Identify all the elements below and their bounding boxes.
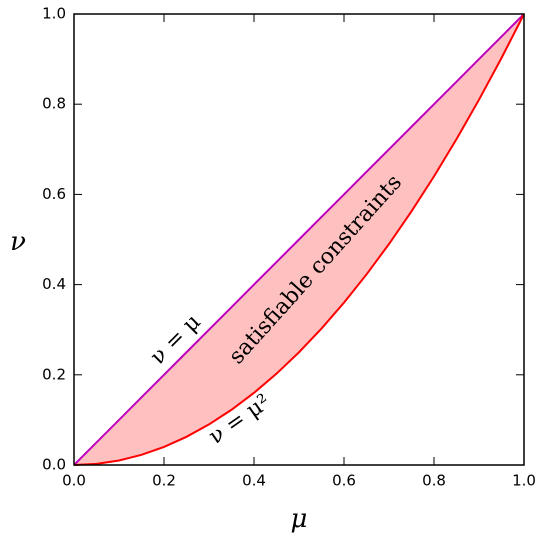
x-axis-label: μ [291, 504, 308, 534]
y-tick-label: 0.6 [42, 185, 66, 203]
y-tick-label: 1.0 [42, 5, 66, 23]
line [73, 13, 525, 466]
x-tick-label: 0.6 [332, 472, 356, 490]
y-tick-label: 0.2 [42, 365, 66, 383]
plot-frame [73, 13, 525, 466]
y-tick-label: 0.8 [42, 95, 66, 113]
x-tick-label: 0.8 [422, 472, 446, 490]
x-tick-label: 0.0 [62, 472, 86, 490]
line [73, 13, 525, 466]
x-tick-label: 1.0 [512, 472, 536, 490]
x-tick-label: 0.2 [152, 472, 176, 490]
y-axis-label: ν [10, 227, 26, 257]
x-tick-label: 0.4 [242, 472, 266, 490]
y-tick-label: 0.4 [42, 275, 66, 293]
y-tick-label: 0.0 [42, 456, 66, 474]
